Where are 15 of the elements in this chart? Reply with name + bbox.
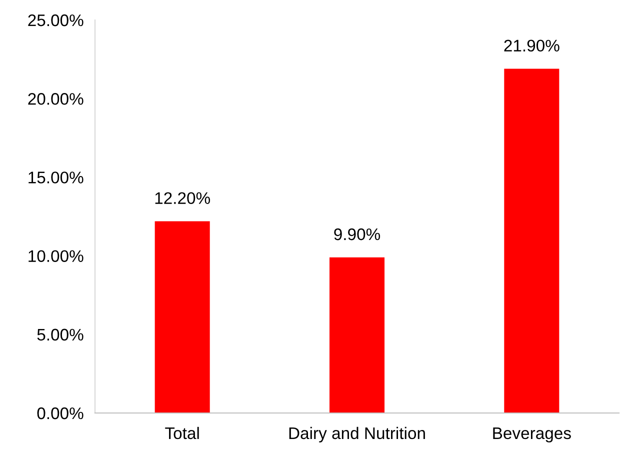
y-tick-label: 5.00% bbox=[37, 328, 84, 341]
y-tick-label: 20.00% bbox=[28, 93, 84, 105]
y-tick-label: 0.00% bbox=[37, 407, 84, 420]
data-label: 21.90% bbox=[504, 40, 560, 52]
x-tick-label: Beverages bbox=[493, 428, 571, 442]
bar bbox=[154, 221, 210, 413]
data-label: 9.90% bbox=[334, 228, 380, 240]
y-tick-label: 25.00% bbox=[28, 14, 84, 26]
y-tick-label: 10.00% bbox=[28, 250, 84, 262]
data-label: 12.20% bbox=[155, 192, 210, 204]
y-tick-label: 15.00% bbox=[28, 172, 84, 184]
x-tick-label: Dairy and Nutrition bbox=[289, 426, 425, 442]
bar bbox=[329, 257, 385, 413]
bar bbox=[504, 68, 560, 413]
x-tick-label: Total bbox=[165, 426, 199, 440]
